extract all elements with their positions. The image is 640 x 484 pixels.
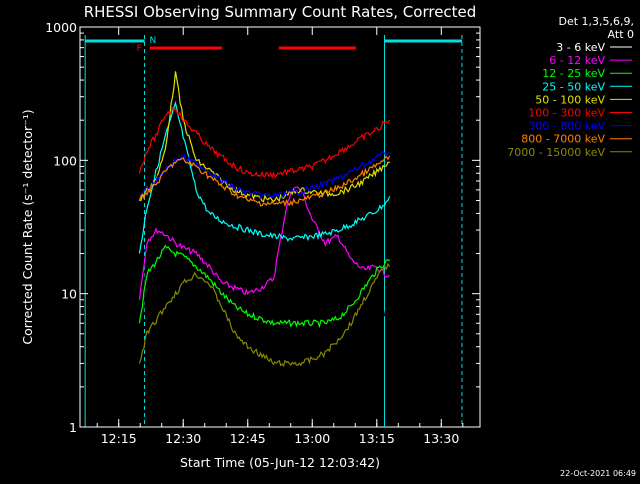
legend-entry: 50 - 100 keV [535,93,605,106]
y-axis-label: Corrected Count Rate (s⁻¹ detector⁻¹) [20,109,35,344]
flag-layer: NF [84,35,463,427]
x-tick-label: 12:45 [230,431,266,446]
legend-attenuator: Att 0 [608,28,634,41]
x-axis-label: Start Time (05-Jun-12 12:03:42) [180,455,380,470]
legend-entry: 100 - 300 keV [528,107,605,120]
legend-detectors: Det 1,3,5,6,9, [558,15,634,28]
series-line-0 [138,172,390,417]
x-tick-label: 13:30 [423,431,459,446]
night-flag-label: N [150,36,157,46]
x-tick-label: 13:00 [294,431,330,446]
x-tick-label: 12:15 [101,431,137,446]
legend-entry: 3 - 6 keV [556,41,605,54]
series-line-8 [138,262,391,368]
legend-entry: 12 - 25 keV [542,67,605,80]
legend-entry: 7000 - 15000 keV [507,146,605,159]
legend-entry: 800 - 7000 keV [521,133,605,146]
y-tick-label: 100 [53,153,77,168]
footer-date: 22-Oct-2021 06:49 [560,469,636,478]
plot-frame [79,26,481,428]
chart-title: RHESSI Observing Summary Count Rates, Co… [84,3,477,21]
series-line-2 [138,244,391,329]
legend-entry: 300 - 800 keV [528,120,605,133]
series-layer [138,71,391,417]
y-tick-label: 10 [61,287,77,302]
x-tick-label: 12:30 [165,431,201,446]
series-line-7 [138,155,391,208]
legend-entry: 25 - 50 keV [542,80,605,93]
legend-entry: 6 - 12 keV [549,54,605,67]
flare-flag-label: F [137,44,142,54]
axes-layer: 12:15 12:30 12:45 13:00 13:15 13:30 1 10 100 1000 [45,20,480,446]
series-line-3 [138,100,391,254]
series-line-1 [138,186,390,300]
y-tick-label: 1 [69,420,77,435]
y-tick-label: 1000 [45,20,77,35]
series-line-5 [138,106,391,180]
x-tick-label: 13:15 [359,431,395,446]
series-line-4 [139,71,390,203]
